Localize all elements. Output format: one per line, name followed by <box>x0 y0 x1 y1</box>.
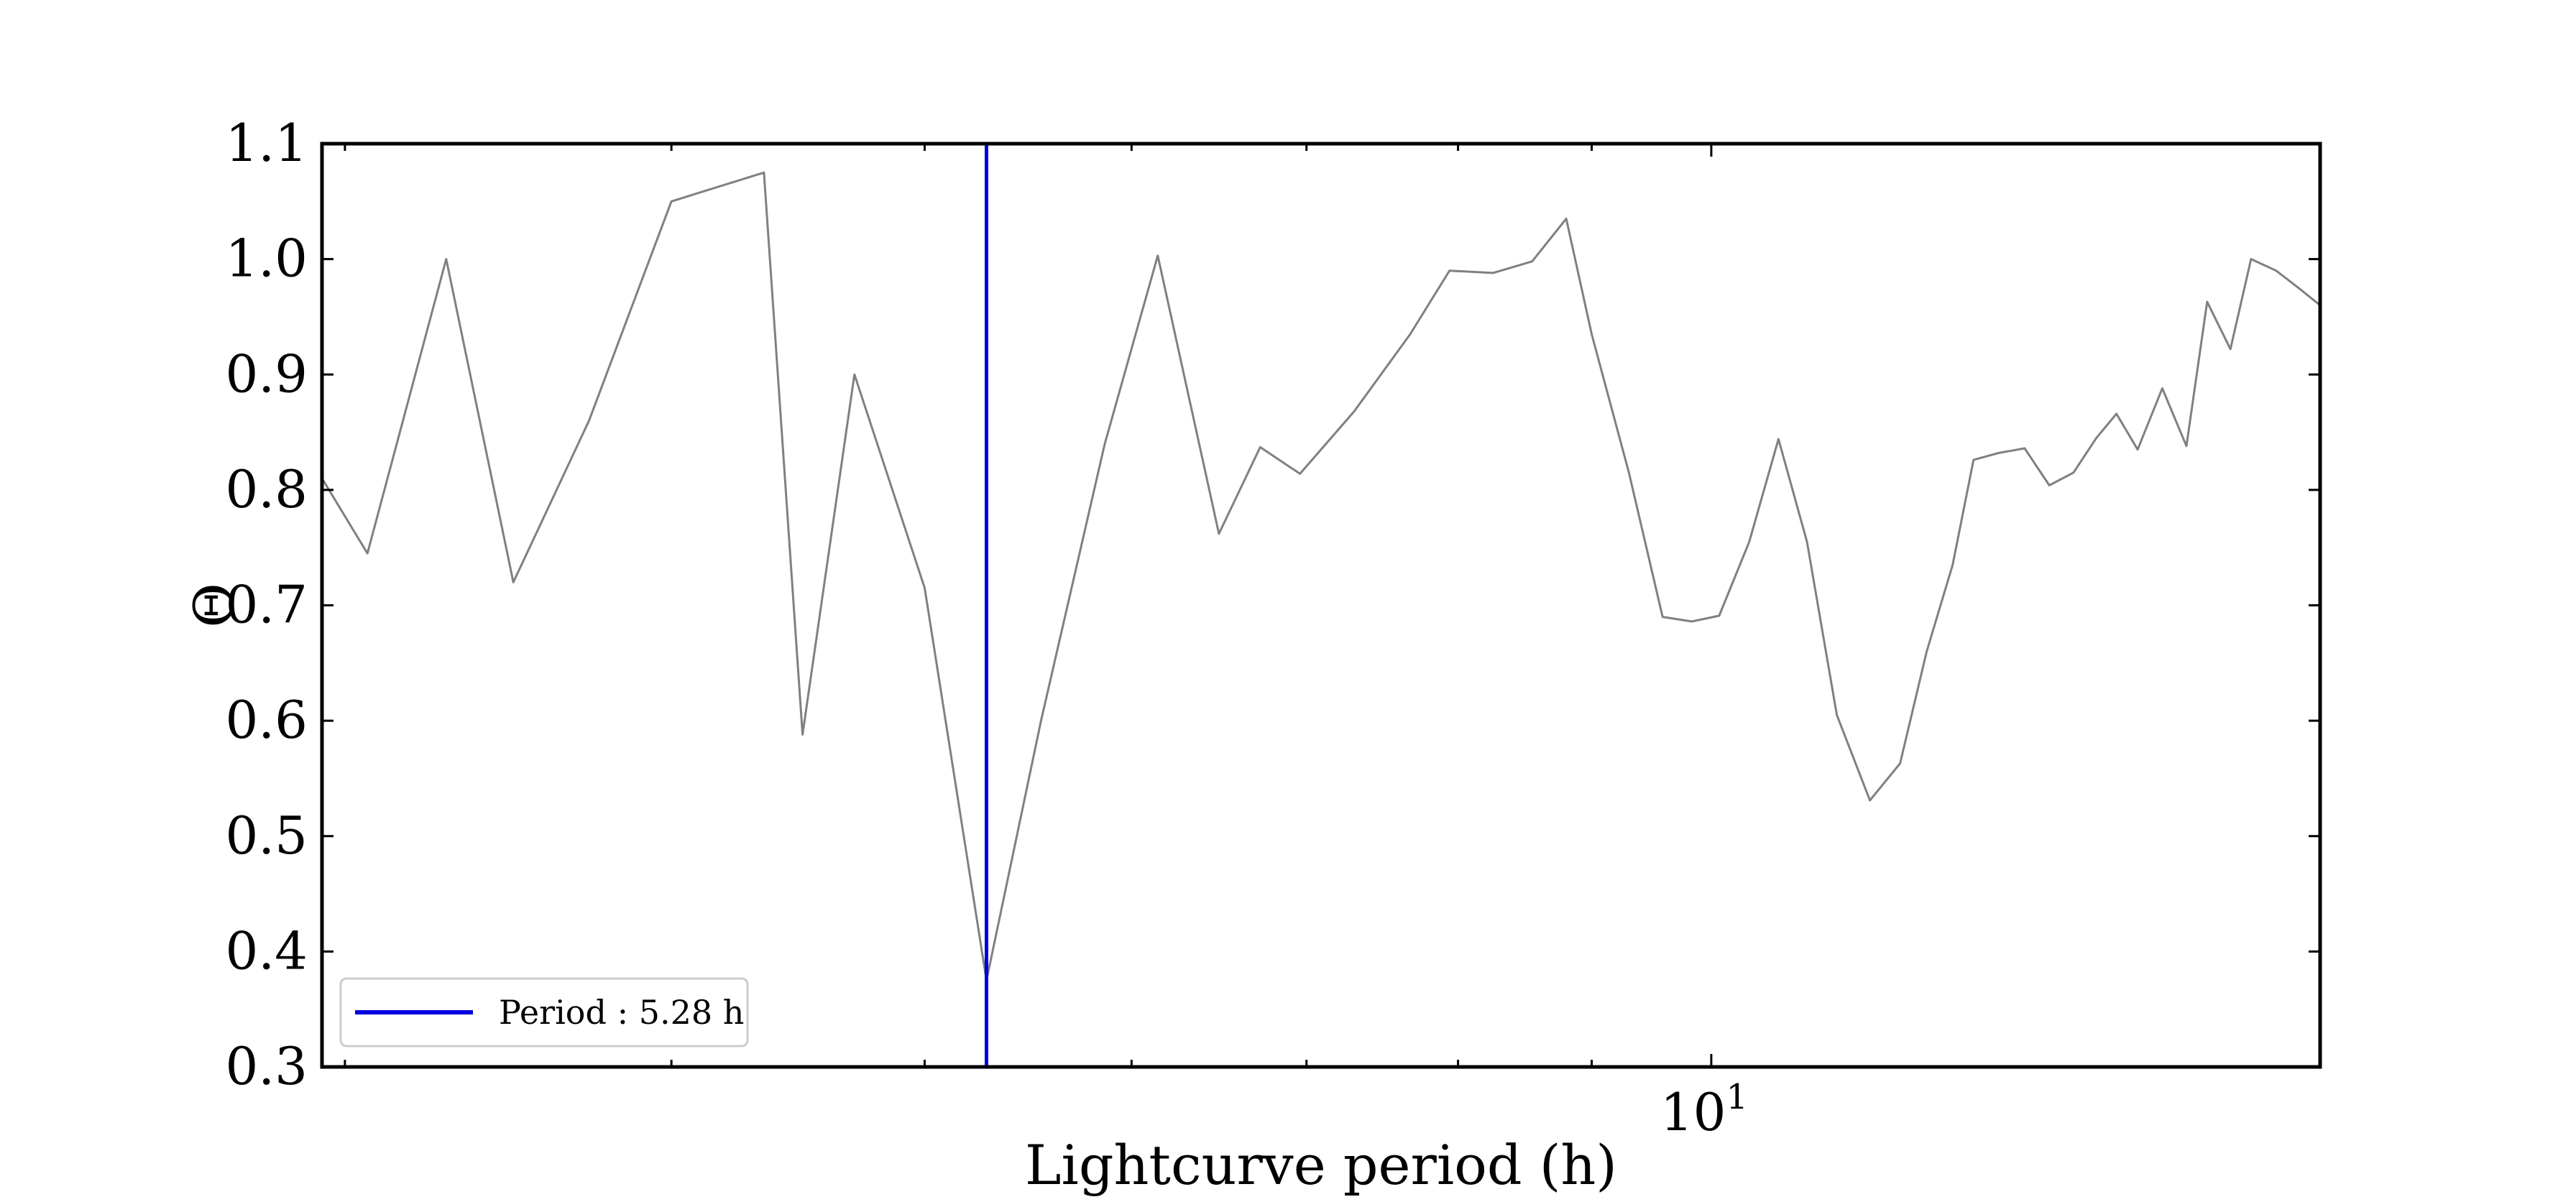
x-tick-label: 101 <box>1660 1077 1748 1142</box>
plot-data <box>322 144 2320 1067</box>
legend-label: Period : 5.28 h <box>499 993 744 1032</box>
y-tick-label: 0.5 <box>225 805 308 866</box>
y-tick-label: 1.0 <box>225 228 308 289</box>
y-tick-label: 0.7 <box>225 575 308 635</box>
series-line-0 <box>322 171 2320 981</box>
y-axis-label: Θ <box>182 583 246 627</box>
legend: Period : 5.28 h <box>339 977 749 1048</box>
y-tick-label: 0.6 <box>225 690 308 750</box>
y-tick-label: 0.3 <box>225 1036 308 1096</box>
y-tick-label: 1.1 <box>225 113 308 173</box>
y-tick-label: 0.9 <box>225 343 308 404</box>
axis-ticks: 0.3 0.4 0.5 0.6 0.7 0.8 0.9 1.0 1.1 101 <box>225 113 2320 1142</box>
y-tick-label: 0.8 <box>225 459 308 519</box>
legend-box <box>339 977 749 1048</box>
x-axis-label: Lightcurve period (h) <box>1025 1133 1617 1197</box>
y-tick-label: 0.4 <box>225 920 308 981</box>
axis-labels: Lightcurve period (h) Θ <box>182 583 1617 1197</box>
